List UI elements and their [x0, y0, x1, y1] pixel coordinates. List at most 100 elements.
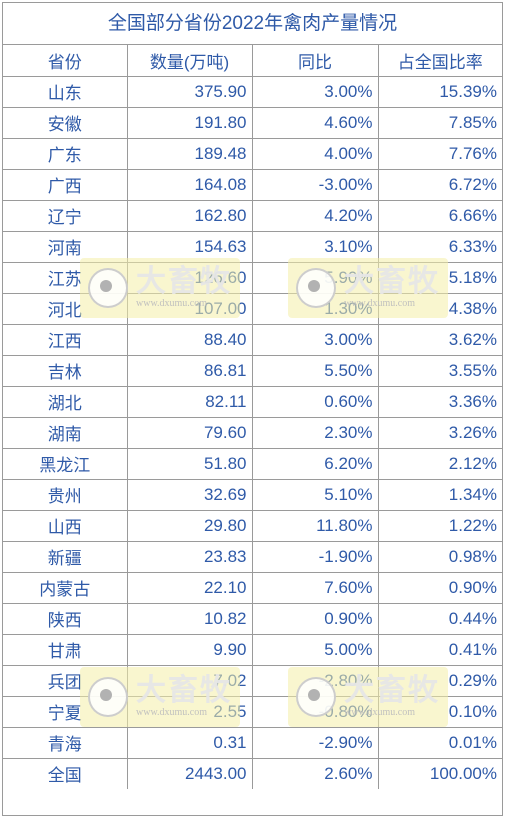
table-row: 新疆 23.83 -1.90% 0.98%: [3, 541, 502, 573]
cell-quantity: 164.08: [127, 169, 253, 201]
table-row: 山东 375.90 3.00% 15.39%: [3, 76, 502, 108]
cell-yoy: 11.80%: [252, 510, 379, 542]
cell-yoy: 4.00%: [252, 138, 379, 170]
cell-province: 山东: [3, 76, 128, 108]
cell-province: 江西: [3, 324, 128, 356]
cell-quantity: 22.10: [127, 572, 253, 604]
cell-quantity: 126.60: [127, 262, 253, 294]
cell-share: 6.33%: [378, 231, 502, 263]
cell-share: 0.01%: [378, 727, 502, 759]
cell-share: 2.12%: [378, 448, 502, 480]
cell-yoy: -2.90%: [252, 727, 379, 759]
cell-yoy: 5.50%: [252, 355, 379, 387]
cell-province: 辽宁: [3, 200, 128, 232]
table-row: 广西 164.08 -3.00% 6.72%: [3, 169, 502, 201]
cell-province: 河南: [3, 231, 128, 263]
cell-yoy: 2.60%: [252, 758, 379, 789]
cell-province: 甘肃: [3, 634, 128, 666]
header-yoy: 同比: [252, 45, 379, 77]
cell-province: 青海: [3, 727, 128, 759]
cell-province: 内蒙古: [3, 572, 128, 604]
table-row: 宁夏 2.55 -0.80% 0.10%: [3, 696, 502, 728]
cell-yoy: -0.80%: [252, 696, 379, 728]
cell-quantity: 154.63: [127, 231, 253, 263]
cell-province: 全国: [3, 758, 128, 789]
cell-province: 贵州: [3, 479, 128, 511]
table-row: 湖北 82.11 0.60% 3.36%: [3, 386, 502, 418]
cell-yoy: 4.60%: [252, 107, 379, 139]
cell-yoy: 4.20%: [252, 200, 379, 232]
cell-share: 4.38%: [378, 293, 502, 325]
cell-province: 山西: [3, 510, 128, 542]
cell-quantity: 191.80: [127, 107, 253, 139]
cell-quantity: 2.55: [127, 696, 253, 728]
table-row: 安徽 191.80 4.60% 7.85%: [3, 107, 502, 139]
cell-yoy: -3.00%: [252, 169, 379, 201]
cell-yoy: 5.00%: [252, 634, 379, 666]
table-row: 广东 189.48 4.00% 7.76%: [3, 138, 502, 170]
cell-province: 江苏: [3, 262, 128, 294]
header-province: 省份: [3, 45, 128, 77]
cell-province: 陕西: [3, 603, 128, 635]
cell-quantity: 51.80: [127, 448, 253, 480]
header-share: 占全国比率: [378, 45, 502, 77]
cell-quantity: 79.60: [127, 417, 253, 449]
cell-province: 河北: [3, 293, 128, 325]
cell-quantity: 162.80: [127, 200, 253, 232]
cell-quantity: 86.81: [127, 355, 253, 387]
cell-share: 15.39%: [378, 76, 502, 108]
cell-province: 吉林: [3, 355, 128, 387]
cell-share: 0.10%: [378, 696, 502, 728]
cell-share: 0.98%: [378, 541, 502, 573]
cell-province: 广西: [3, 169, 128, 201]
cell-quantity: 189.48: [127, 138, 253, 170]
table-title: 全国部分省份2022年禽肉产量情况: [3, 3, 502, 45]
cell-province: 黑龙江: [3, 448, 128, 480]
cell-yoy: 0.90%: [252, 603, 379, 635]
cell-quantity: 375.90: [127, 76, 253, 108]
cell-quantity: 10.82: [127, 603, 253, 635]
cell-province: 湖北: [3, 386, 128, 418]
table-row: 甘肃 9.90 5.00% 0.41%: [3, 634, 502, 666]
table-row: 山西 29.80 11.80% 1.22%: [3, 510, 502, 542]
cell-province: 安徽: [3, 107, 128, 139]
cell-yoy: 6.20%: [252, 448, 379, 480]
table-row: 湖南 79.60 2.30% 3.26%: [3, 417, 502, 449]
cell-share: 0.90%: [378, 572, 502, 604]
header-row: 省份 数量(万吨) 同比 占全国比率: [3, 45, 502, 77]
table-row: 兵团 7.02 -2.80% 0.29%: [3, 665, 502, 697]
cell-yoy: 2.30%: [252, 417, 379, 449]
cell-province: 兵团: [3, 665, 128, 697]
table-body: 山东 375.90 3.00% 15.39% 安徽 191.80 4.60% 7.85% 广东 1…: [3, 76, 502, 789]
table-row: 辽宁 162.80 4.20% 6.66%: [3, 200, 502, 232]
cell-yoy: 3.00%: [252, 324, 379, 356]
cell-yoy: 5.90%: [252, 262, 379, 294]
cell-share: 5.18%: [378, 262, 502, 294]
cell-yoy: 3.00%: [252, 76, 379, 108]
cell-yoy: -1.90%: [252, 541, 379, 573]
cell-share: 1.22%: [378, 510, 502, 542]
cell-quantity: 32.69: [127, 479, 253, 511]
cell-share: 3.62%: [378, 324, 502, 356]
cell-province: 湖南: [3, 417, 128, 449]
cell-share: 7.85%: [378, 107, 502, 139]
table-row: 江西 88.40 3.00% 3.62%: [3, 324, 502, 356]
cell-share: 3.36%: [378, 386, 502, 418]
cell-province: 广东: [3, 138, 128, 170]
table-row: 贵州 32.69 5.10% 1.34%: [3, 479, 502, 511]
cell-yoy: 3.10%: [252, 231, 379, 263]
cell-share: 6.66%: [378, 200, 502, 232]
cell-yoy: 7.60%: [252, 572, 379, 604]
table-row: 内蒙古 22.10 7.60% 0.90%: [3, 572, 502, 604]
table-row: 全国 2443.00 2.60% 100.00%: [3, 758, 502, 789]
cell-share: 3.55%: [378, 355, 502, 387]
cell-share: 1.34%: [378, 479, 502, 511]
cell-share: 3.26%: [378, 417, 502, 449]
cell-yoy: 5.10%: [252, 479, 379, 511]
cell-yoy: 1.30%: [252, 293, 379, 325]
cell-share: 0.41%: [378, 634, 502, 666]
cell-quantity: 23.83: [127, 541, 253, 573]
table-row: 河南 154.63 3.10% 6.33%: [3, 231, 502, 263]
cell-share: 6.72%: [378, 169, 502, 201]
